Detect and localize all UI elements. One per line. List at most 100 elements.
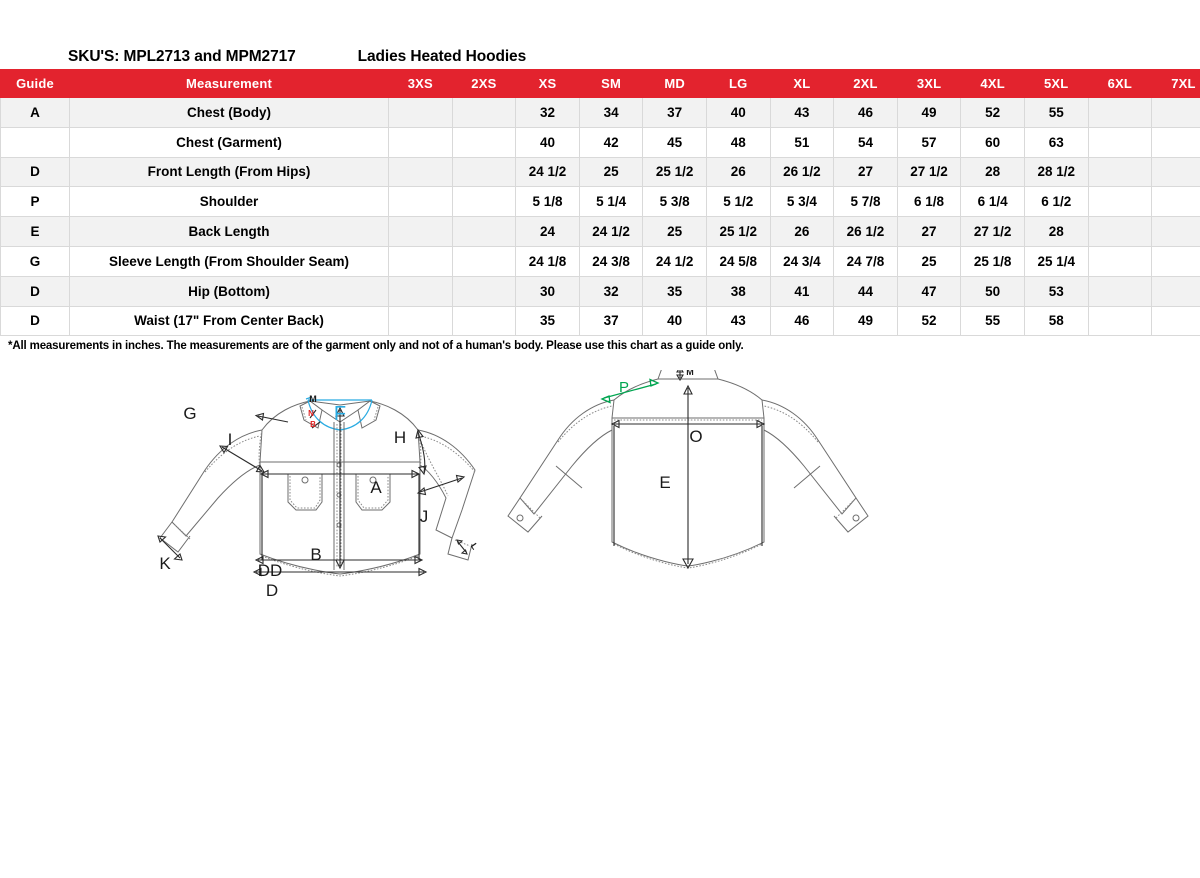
cell-size-lg: 38 <box>705 275 771 307</box>
table-head: Guide Measurement 3XS 2XS XS SM MD LG XL 2XL 3XL 4X… <box>0 69 1200 98</box>
cell-size-6xl <box>1087 305 1153 337</box>
cell-guide: G <box>0 245 70 277</box>
cell-size-3xs <box>388 216 453 247</box>
cell-size-3xs <box>388 245 453 277</box>
cell-size-3xs <box>388 186 453 218</box>
cell-size-2xl: 26 1/2 <box>833 216 898 247</box>
cell-size-4xl: 6 1/4 <box>960 186 1025 218</box>
cell-size-2xs <box>451 186 517 218</box>
cell-size-3xs <box>388 156 453 188</box>
cell-measurement: Chest (Body) <box>69 97 389 128</box>
cell-size-7xl <box>1151 216 1200 247</box>
cell-size-2xl: 24 7/8 <box>833 245 898 277</box>
dim-M <box>676 370 684 382</box>
cell-size-md: 35 <box>642 275 707 307</box>
cell-size-4xl: 55 <box>960 305 1025 337</box>
front-label-D: D <box>266 581 278 600</box>
col-header-size-5xl: 5XL <box>1023 69 1089 98</box>
cell-size-lg: 40 <box>705 97 771 128</box>
cell-size-2xs <box>451 305 517 337</box>
cell-size-2xl: 27 <box>833 156 898 188</box>
back-label-P: P <box>619 379 629 396</box>
front-label-B: B <box>310 545 321 564</box>
dim-G <box>254 412 289 423</box>
cell-size-2xs <box>451 245 517 277</box>
cell-size-3xl: 27 <box>896 216 962 247</box>
dim-J <box>416 474 466 496</box>
cell-size-6xl <box>1087 97 1153 128</box>
front-label-H: H <box>394 428 406 447</box>
table-header-row: Guide Measurement 3XS 2XS XS SM MD LG XL 2XL 3XL 4X… <box>0 69 1200 98</box>
cell-size-5xl: 28 <box>1023 216 1089 247</box>
sku-title: SKU'S: MPL2713 and MPM2717 <box>68 48 296 65</box>
cell-guide: A <box>0 97 70 128</box>
front-label-I: I <box>228 430 233 449</box>
dim-K <box>157 535 183 561</box>
cell-measurement: Back Length <box>69 216 389 247</box>
neck-detail-markers <box>309 409 321 429</box>
cell-size-2xs <box>451 275 517 307</box>
front-label-M: M <box>309 394 317 404</box>
dim-D <box>252 567 428 577</box>
cell-size-md: 25 1/2 <box>642 156 707 188</box>
cell-size-3xl: 25 <box>896 245 962 277</box>
cell-size-xs: 32 <box>515 97 580 128</box>
cell-size-sm: 42 <box>578 126 644 158</box>
col-header-size-7xl: 7XL <box>1151 69 1200 98</box>
cell-size-6xl <box>1087 216 1153 247</box>
table-row: P Shoulder 5 1/8 5 1/4 5 3/8 5 1/2 5 3/4 5 7/8 6… <box>0 186 1200 218</box>
table-row: D Front Length (From Hips) 24 1/2 25 25 1/2 2… <box>0 156 1200 188</box>
cell-guide: D <box>0 305 70 337</box>
cell-size-2xs <box>451 216 517 247</box>
col-header-measurement: Measurement <box>69 69 389 98</box>
cell-size-3xl: 27 1/2 <box>896 156 962 188</box>
cell-size-xl: 24 3/4 <box>769 245 835 277</box>
cell-size-6xl <box>1087 186 1153 218</box>
table-row: E Back Length 24 24 1/2 25 25 1/2 26 26 1/2 27 27… <box>0 216 1200 247</box>
dim-DD <box>254 555 424 565</box>
cell-size-2xs <box>451 156 517 188</box>
cell-size-5xl: 55 <box>1023 97 1089 128</box>
cell-size-xs: 24 1/2 <box>515 156 580 188</box>
cell-size-lg: 48 <box>705 126 771 158</box>
cell-size-2xl: 54 <box>833 126 898 158</box>
cell-guide: D <box>0 275 70 307</box>
cell-size-2xl: 49 <box>833 305 898 337</box>
table-row: Chest (Garment) 40 42 45 48 51 54 57 60 63 <box>0 126 1200 158</box>
cell-size-xl: 26 <box>769 216 835 247</box>
front-label-N: N <box>308 409 314 418</box>
cell-size-sm: 32 <box>578 275 644 307</box>
cell-size-xs: 24 <box>515 216 580 247</box>
cell-size-4xl: 50 <box>960 275 1025 307</box>
cell-size-6xl <box>1087 245 1153 277</box>
cell-size-4xl: 52 <box>960 97 1025 128</box>
table-row: D Waist (17" From Center Back) 35 37 40 43 46 4… <box>0 305 1200 337</box>
cell-size-7xl <box>1151 186 1200 218</box>
dim-P <box>600 378 660 404</box>
back-label-M: M <box>686 370 694 377</box>
cell-size-lg: 25 1/2 <box>705 216 771 247</box>
cell-guide: E <box>0 216 70 247</box>
cell-size-2xs <box>451 126 517 158</box>
cell-size-xs: 24 1/8 <box>515 245 580 277</box>
cell-size-6xl <box>1087 156 1153 188</box>
cell-size-5xl: 58 <box>1023 305 1089 337</box>
col-header-size-4xl: 4XL <box>960 69 1025 98</box>
cell-measurement: Waist (17" From Center Back) <box>69 305 389 337</box>
front-view-garment-diagram: G I K H A J L B DD D F N B M <box>157 394 480 600</box>
cell-size-xl: 41 <box>769 275 835 307</box>
front-label-DD: DD <box>258 561 283 580</box>
chart-title-row: SKU'S: MPL2713 and MPM2717 Ladies Heated… <box>0 46 1200 68</box>
cell-size-4xl: 27 1/2 <box>960 216 1025 247</box>
cell-size-sm: 25 <box>578 156 644 188</box>
cell-size-5xl: 25 1/4 <box>1023 245 1089 277</box>
cell-size-2xl: 46 <box>833 97 898 128</box>
cell-size-5xl: 28 1/2 <box>1023 156 1089 188</box>
cell-size-xl: 43 <box>769 97 835 128</box>
cell-size-xs: 5 1/8 <box>515 186 580 218</box>
front-label-K: K <box>159 554 171 573</box>
cell-size-5xl: 53 <box>1023 275 1089 307</box>
cell-size-6xl <box>1087 275 1153 307</box>
dim-I <box>218 445 266 473</box>
cell-size-3xl: 47 <box>896 275 962 307</box>
